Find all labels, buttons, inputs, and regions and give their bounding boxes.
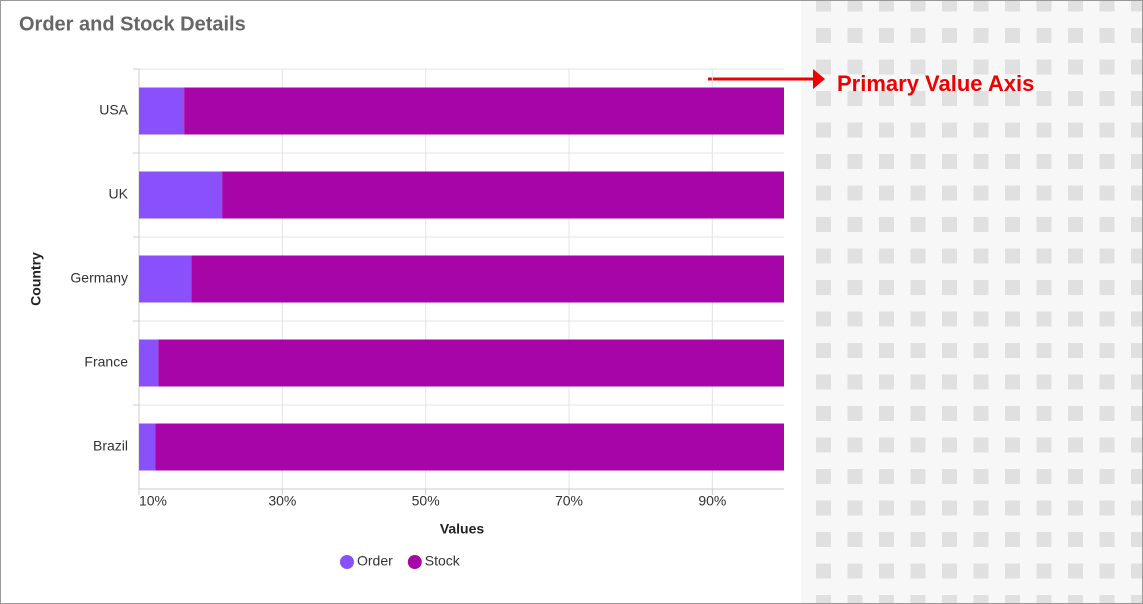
legend-label[interactable]: Stock bbox=[425, 553, 461, 569]
x-tick-label: 10% bbox=[139, 493, 167, 509]
x-tick-label: 70% bbox=[555, 493, 583, 509]
bar-segment bbox=[139, 339, 159, 387]
chart-title: Order and Stock Details bbox=[19, 13, 246, 35]
x-tick-label: 30% bbox=[268, 493, 296, 509]
bar-segment bbox=[158, 339, 785, 387]
annotation: Primary Value Axis bbox=[837, 71, 1034, 96]
y-tick-label: France bbox=[84, 354, 128, 370]
bar-segment bbox=[191, 255, 785, 303]
y-tick-label: USA bbox=[99, 102, 128, 118]
bar-segment bbox=[222, 171, 785, 219]
x-tick-label: 50% bbox=[412, 493, 440, 509]
y-tick-label: UK bbox=[109, 186, 129, 202]
bar-segment bbox=[139, 255, 192, 303]
side-pattern bbox=[801, 1, 1142, 603]
bar-segment bbox=[184, 87, 784, 135]
x-tick-label: 90% bbox=[698, 493, 726, 509]
legend-marker bbox=[340, 555, 354, 569]
y-axis-title: Country bbox=[28, 252, 44, 306]
x-axis-title: Values bbox=[440, 521, 485, 537]
legend-label[interactable]: Order bbox=[357, 553, 393, 569]
bar-segment bbox=[139, 423, 156, 471]
annotation-arrowhead bbox=[813, 69, 825, 89]
bar-segment bbox=[155, 423, 784, 471]
legend-marker bbox=[407, 555, 422, 569]
y-tick-label: Brazil bbox=[93, 438, 128, 454]
bar-segment bbox=[139, 87, 185, 135]
y-tick-label: Germany bbox=[70, 270, 128, 286]
bar-segment bbox=[139, 171, 223, 219]
